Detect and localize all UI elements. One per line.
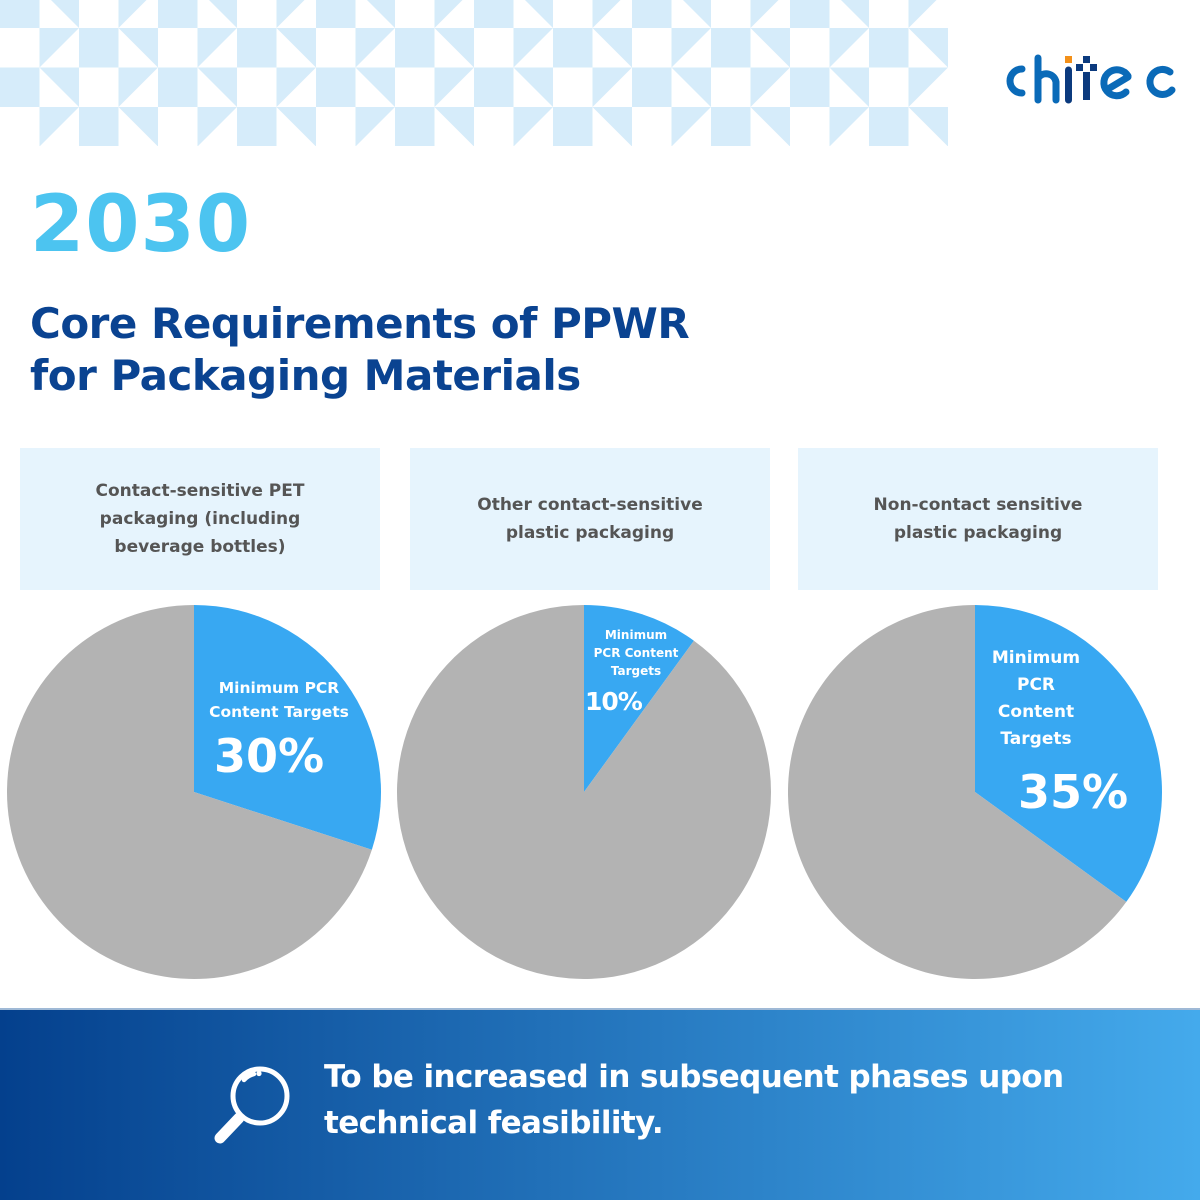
category-label: Contact-sensitive PET packaging (includi… [95, 481, 305, 557]
pie-label-other-contact: Minimum PCR Content Targets [593, 628, 679, 678]
pie-slice-pcr-target [975, 605, 1162, 902]
pie-value-non-contact: 35% [1018, 765, 1129, 819]
chitec-logo [1006, 54, 1176, 104]
pie-chart-other-contact [396, 604, 772, 980]
category-label: Other contact-sensitive plastic packagin… [477, 495, 703, 543]
pie-chart-pet [6, 604, 382, 980]
title-line-1: Core Requirements of PPWR [30, 299, 690, 348]
pie-value-other-contact: 10% [585, 687, 643, 716]
pie-label-non-contact: Minimum PCR Content Targets [991, 648, 1081, 749]
category-label: Non-contact sensitive plastic packaging [873, 495, 1083, 543]
pie-value-pet: 30% [214, 729, 325, 783]
pie-slice-pcr-target [194, 605, 381, 850]
magnifying-glass-icon [214, 1066, 290, 1144]
footer-note: To be increased in subsequent phases upo… [324, 1059, 1064, 1141]
year-heading: 2030 [30, 180, 252, 270]
pie-slice-pcr-target [584, 605, 694, 792]
footer-banner [0, 1008, 1200, 1200]
pie-slice-remainder [6, 605, 372, 979]
category-box-pet: Contact-sensitive PET packaging (includi… [20, 448, 380, 590]
category-box-other-contact: Other contact-sensitive plastic packagin… [410, 448, 770, 590]
pie-svg [6, 605, 381, 979]
category-box-non-contact: Non-contact sensitive plastic packaging [798, 448, 1158, 590]
page-title: Core Requirements of PPWR for Packaging … [30, 298, 890, 402]
pie-label-pet: Minimum PCR Content Targets [209, 679, 349, 721]
pie-slice-remainder [396, 605, 771, 979]
decorative-pattern [0, 0, 948, 146]
pie-svg [396, 605, 771, 979]
pie-svg [787, 605, 1162, 979]
pie-chart-non-contact [787, 604, 1163, 980]
title-line-2: for Packaging Materials [30, 351, 581, 400]
pie-slice-remainder [787, 605, 1127, 979]
